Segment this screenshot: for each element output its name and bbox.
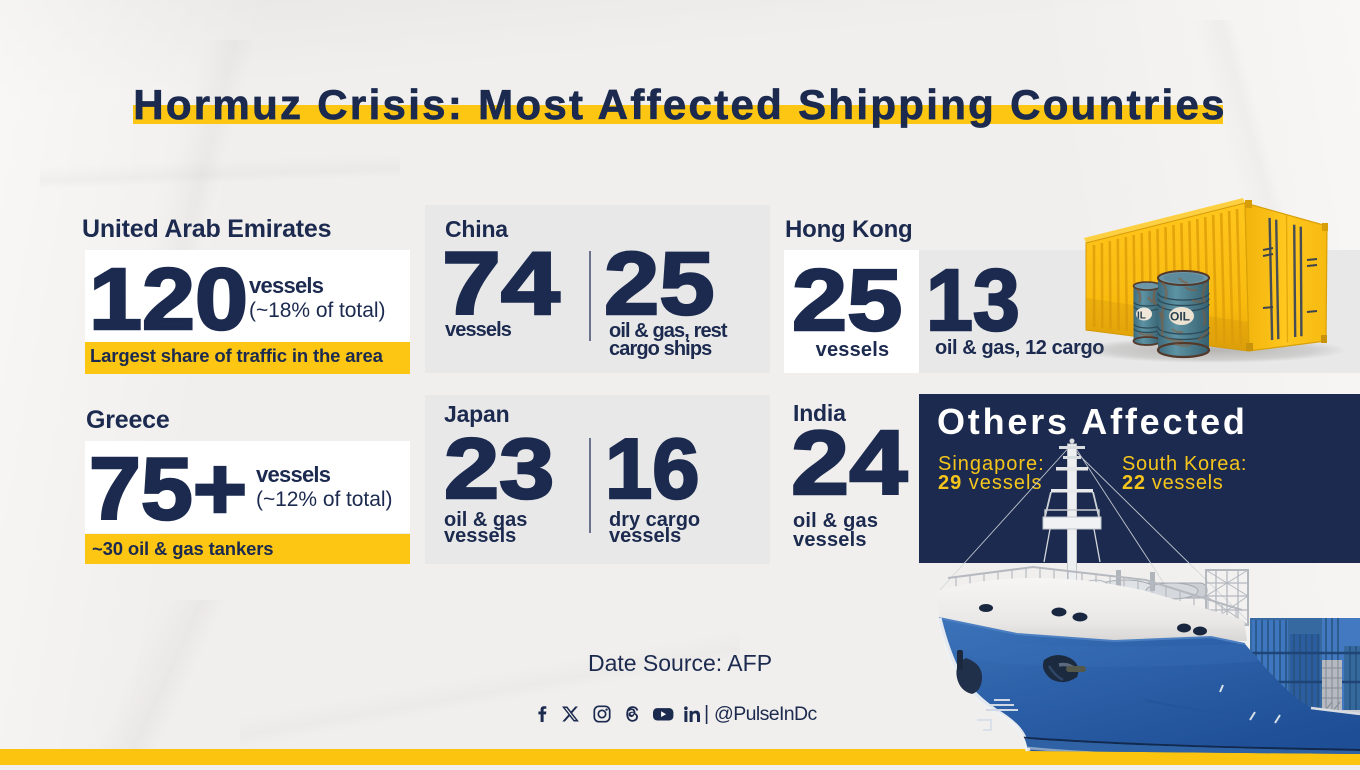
svg-text:OIL: OIL [1170,310,1190,324]
svg-text:IL: IL [1137,311,1146,322]
